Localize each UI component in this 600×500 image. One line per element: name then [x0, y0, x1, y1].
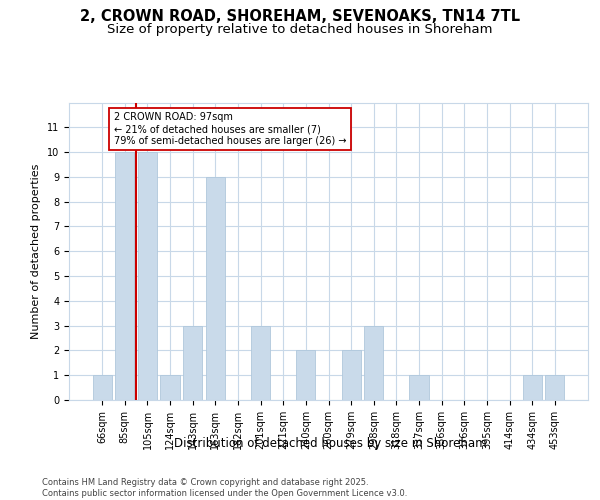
- Bar: [341, 350, 361, 400]
- Text: Contains HM Land Registry data © Crown copyright and database right 2025.
Contai: Contains HM Land Registry data © Crown c…: [42, 478, 407, 498]
- Y-axis label: Number of detached properties: Number of detached properties: [31, 164, 41, 339]
- Bar: [206, 177, 225, 400]
- Text: Distribution of detached houses by size in Shoreham: Distribution of detached houses by size …: [173, 438, 487, 450]
- Bar: [251, 326, 270, 400]
- Text: 2, CROWN ROAD, SHOREHAM, SEVENOAKS, TN14 7TL: 2, CROWN ROAD, SHOREHAM, SEVENOAKS, TN14…: [80, 9, 520, 24]
- Bar: [115, 152, 134, 400]
- Bar: [138, 152, 157, 400]
- Bar: [545, 375, 565, 400]
- Bar: [523, 375, 542, 400]
- Bar: [92, 375, 112, 400]
- Text: 2 CROWN ROAD: 97sqm
← 21% of detached houses are smaller (7)
79% of semi-detache: 2 CROWN ROAD: 97sqm ← 21% of detached ho…: [114, 112, 346, 146]
- Bar: [183, 326, 202, 400]
- Bar: [160, 375, 180, 400]
- Bar: [409, 375, 428, 400]
- Text: Size of property relative to detached houses in Shoreham: Size of property relative to detached ho…: [107, 22, 493, 36]
- Bar: [296, 350, 316, 400]
- Bar: [364, 326, 383, 400]
